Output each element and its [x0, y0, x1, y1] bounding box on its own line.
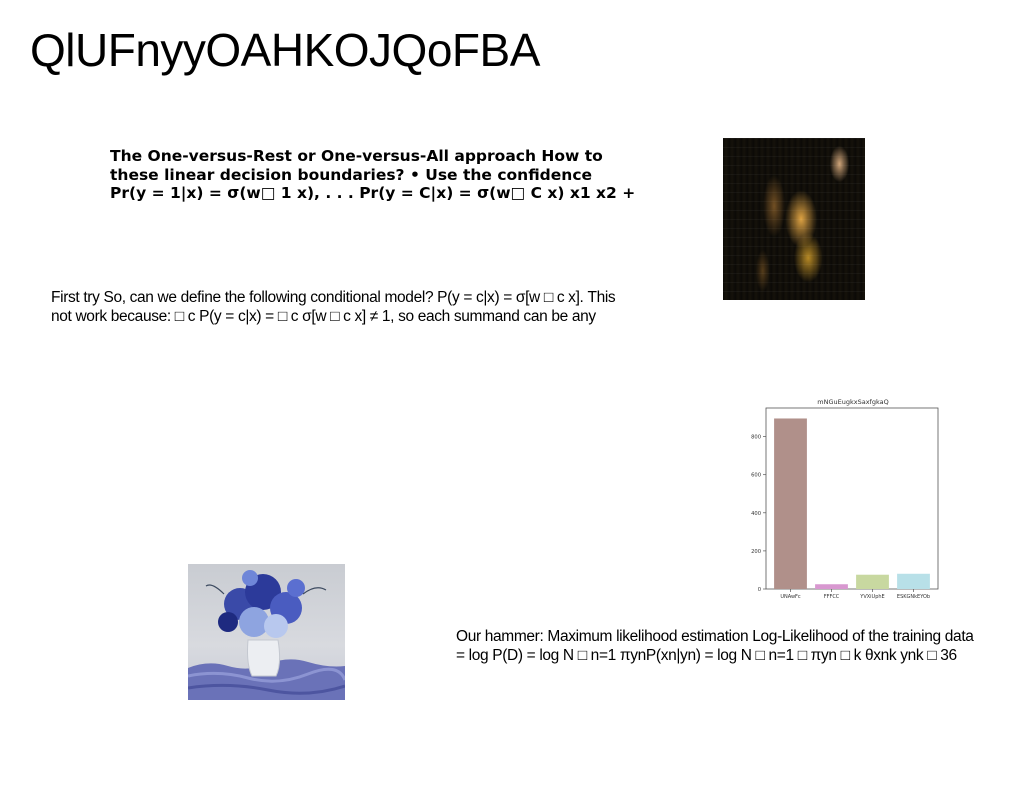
- flower-vase-photo: [188, 564, 345, 700]
- flower-stem: [205, 584, 225, 595]
- abstract-photo: [723, 138, 865, 300]
- x-tick-label: UNAwFc: [780, 594, 801, 600]
- x-tick-label: FFFCC: [824, 594, 840, 600]
- y-tick-label: 0: [758, 587, 761, 593]
- y-tick-label: 800: [751, 435, 761, 441]
- chart-bar: [774, 418, 807, 589]
- x-tick-label: ESKGNkEYOb: [897, 594, 930, 600]
- text-paragraph-hammer: Our hammer: Maximum likelihood estimatio…: [456, 628, 1024, 665]
- x-tick-label: YVXiUphE: [859, 594, 884, 600]
- paragraph-line: not work because: □ c P(y = c|x) = □ c σ…: [51, 307, 596, 325]
- y-tick-label: 400: [751, 511, 761, 517]
- chart-marks: 0 200 400 600 800 UNAwFc FFFCC YVXiUphE ESKGNkEY…: [751, 418, 930, 600]
- cloth-fold: [188, 667, 345, 683]
- chart-title: mNGuEugkxSaxfgkaQ: [817, 398, 888, 406]
- chart-frame: [765, 407, 939, 590]
- text-paragraph-first-try: First try So, can we define the followin…: [51, 289, 691, 326]
- bar-chart-figure: mNGuEugkxSaxfgkaQ 0 200 400 600 800 UNAwFc FFF…: [742, 392, 946, 604]
- cloth-fold: [188, 683, 345, 695]
- flower-cluster: [287, 579, 305, 597]
- flower-cluster: [242, 570, 258, 586]
- bold-text-line: The One-versus-Rest or One-versus-All ap…: [110, 147, 603, 165]
- y-tick-label: 200: [751, 549, 761, 555]
- flower-cluster: [218, 612, 238, 632]
- flower-cluster: [264, 614, 288, 638]
- flower-cluster: [239, 607, 269, 637]
- paragraph-line: First try So, can we define the followin…: [51, 289, 616, 306]
- y-tick-label: 600: [751, 473, 761, 479]
- flower-vase-illustration: [188, 570, 345, 700]
- paragraph-line: = log P(D) = log N □ n=1 πynP(xn|yn) = l…: [456, 646, 957, 664]
- paragraph-line: Our hammer: Maximum likelihood estimatio…: [456, 628, 974, 645]
- chart-bar: [897, 573, 930, 589]
- bold-text-line: these linear decision boundaries? • Use …: [110, 165, 593, 184]
- bold-text-block: The One-versus-Rest or One-versus-All ap…: [110, 147, 710, 203]
- bar-chart: mNGuEugkxSaxfgkaQ 0 200 400 600 800 UNAwFc FFF…: [751, 398, 939, 600]
- flower-stem: [302, 587, 327, 595]
- page-title: QlUFnyyOAHKOJQoFBA: [30, 24, 540, 76]
- vase-shape: [247, 639, 281, 677]
- chart-bar: [815, 584, 848, 589]
- chart-bar: [856, 574, 889, 589]
- bold-text-line: Pr(y = 1|x) = σ(w□ 1 x), . . . Pr(y = C|…: [110, 184, 636, 202]
- photo-texture: [723, 138, 865, 300]
